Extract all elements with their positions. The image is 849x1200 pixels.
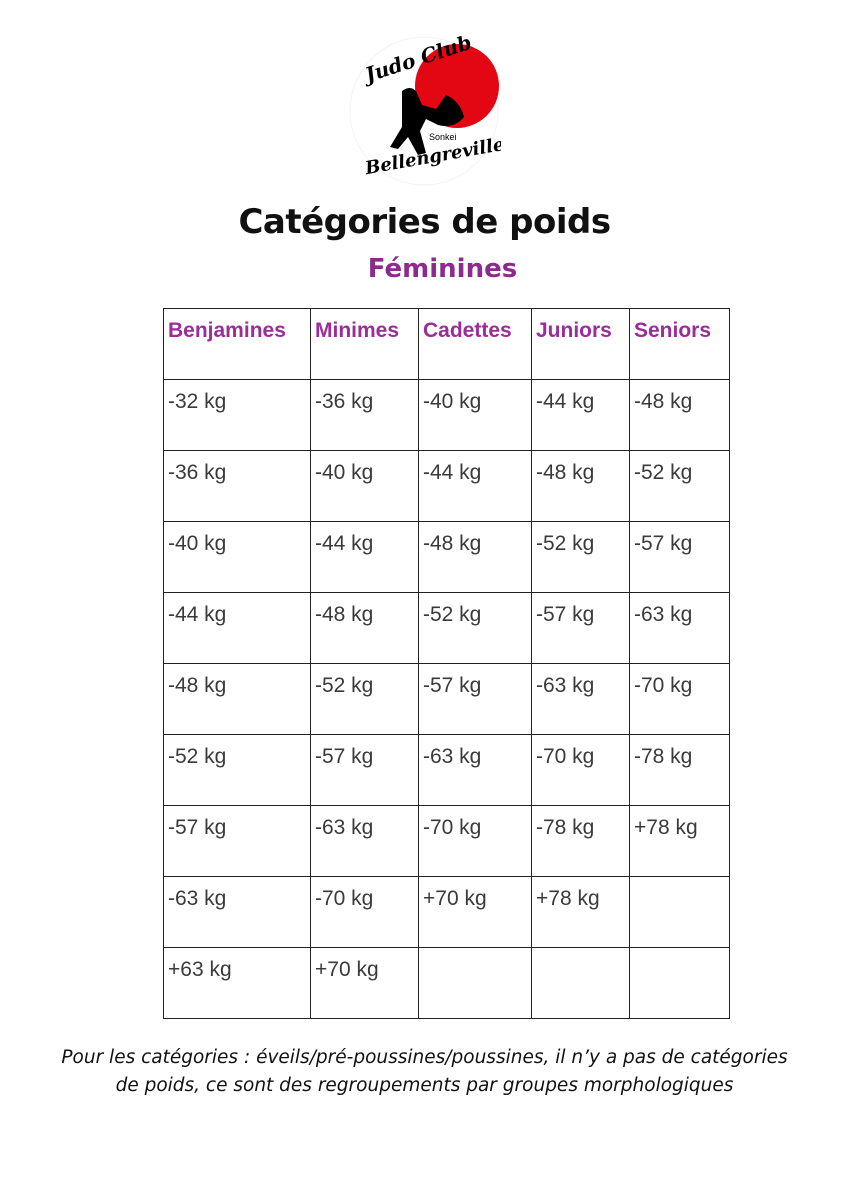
table-cell: -44 kg (310, 521, 419, 593)
table-cell: -48 kg (531, 450, 630, 522)
table-cell: -78 kg (531, 805, 630, 877)
table-row: -52 kg -57 kg -63 kg -70 kg -78 kg (163, 734, 730, 806)
footnote-line: Pour les catégories : éveils/pré-poussin… (61, 1047, 788, 1068)
column-header: Seniors (629, 308, 730, 380)
table-cell: -63 kg (629, 592, 730, 664)
column-header: Minimes (310, 308, 419, 380)
table-cell: -52 kg (163, 734, 311, 806)
table-cell: -44 kg (163, 592, 311, 664)
table-cell: -63 kg (310, 805, 419, 877)
club-logo: Judo Club Sonkei Bellengreville (347, 30, 506, 186)
table-row: -40 kg -44 kg -48 kg -52 kg -57 kg (163, 521, 730, 593)
weight-categories-table: Benjamines Minimes Cadettes Juniors Seni… (163, 308, 730, 1019)
table-cell: -52 kg (310, 663, 419, 735)
table-cell (629, 876, 730, 948)
table-cell: +78 kg (531, 876, 630, 948)
table-cell: -57 kg (310, 734, 419, 806)
table-cell: -36 kg (310, 379, 419, 451)
table-cell: -57 kg (163, 805, 311, 877)
table-cell: -63 kg (163, 876, 311, 948)
logo-text-sonkei: Sonkei (429, 132, 457, 142)
table-cell: -36 kg (163, 450, 311, 522)
table-row: -32 kg -36 kg -40 kg -44 kg -48 kg (163, 379, 730, 451)
table-cell: +63 kg (163, 947, 311, 1019)
table-cell: -48 kg (418, 521, 532, 593)
table-row: +63 kg +70 kg (163, 947, 730, 1019)
table-row: -63 kg -70 kg +70 kg +78 kg (163, 876, 730, 948)
table-cell: -70 kg (418, 805, 532, 877)
table-cell: -70 kg (629, 663, 730, 735)
table-cell: -57 kg (629, 521, 730, 593)
column-header: Juniors (531, 308, 630, 380)
table-header-row: Benjamines Minimes Cadettes Juniors Seni… (163, 308, 730, 380)
table-cell: -40 kg (310, 450, 419, 522)
table-cell: -40 kg (163, 521, 311, 593)
table-cell: -48 kg (310, 592, 419, 664)
footnote: Pour les catégories : éveils/pré-poussin… (0, 1044, 849, 1100)
footnote-line: de poids, ce sont des regroupements par … (115, 1075, 734, 1096)
table-cell: -52 kg (531, 521, 630, 593)
table-cell: -57 kg (418, 663, 532, 735)
table-cell: -32 kg (163, 379, 311, 451)
table-cell: -44 kg (418, 450, 532, 522)
table-cell: -57 kg (531, 592, 630, 664)
table-cell: -52 kg (418, 592, 532, 664)
column-header: Benjamines (163, 308, 311, 380)
table-cell: -52 kg (629, 450, 730, 522)
table-cell: -63 kg (531, 663, 630, 735)
table-row: -57 kg -63 kg -70 kg -78 kg +78 kg (163, 805, 730, 877)
table-cell (531, 947, 630, 1019)
table-cell: +70 kg (418, 876, 532, 948)
table-cell: -78 kg (629, 734, 730, 806)
table-cell: +70 kg (310, 947, 419, 1019)
page-subtitle: Féminines (367, 254, 518, 284)
judoka-silhouette-icon (390, 88, 464, 155)
table-row: -48 kg -52 kg -57 kg -63 kg -70 kg (163, 663, 730, 735)
column-header: Cadettes (418, 308, 532, 380)
table-cell: -40 kg (418, 379, 532, 451)
red-sun-icon (415, 44, 499, 128)
table-cell (418, 947, 532, 1019)
table-cell: -44 kg (531, 379, 630, 451)
table-cell: -70 kg (310, 876, 419, 948)
table-cell (629, 947, 730, 1019)
table-cell: -48 kg (629, 379, 730, 451)
table-cell: -63 kg (418, 734, 532, 806)
table-cell: -48 kg (163, 663, 311, 735)
table-cell: -70 kg (531, 734, 630, 806)
page-title: Catégories de poids (238, 202, 611, 242)
table-row: -36 kg -40 kg -44 kg -48 kg -52 kg (163, 450, 730, 522)
table-row: -44 kg -48 kg -52 kg -57 kg -63 kg (163, 592, 730, 664)
table-cell: +78 kg (629, 805, 730, 877)
